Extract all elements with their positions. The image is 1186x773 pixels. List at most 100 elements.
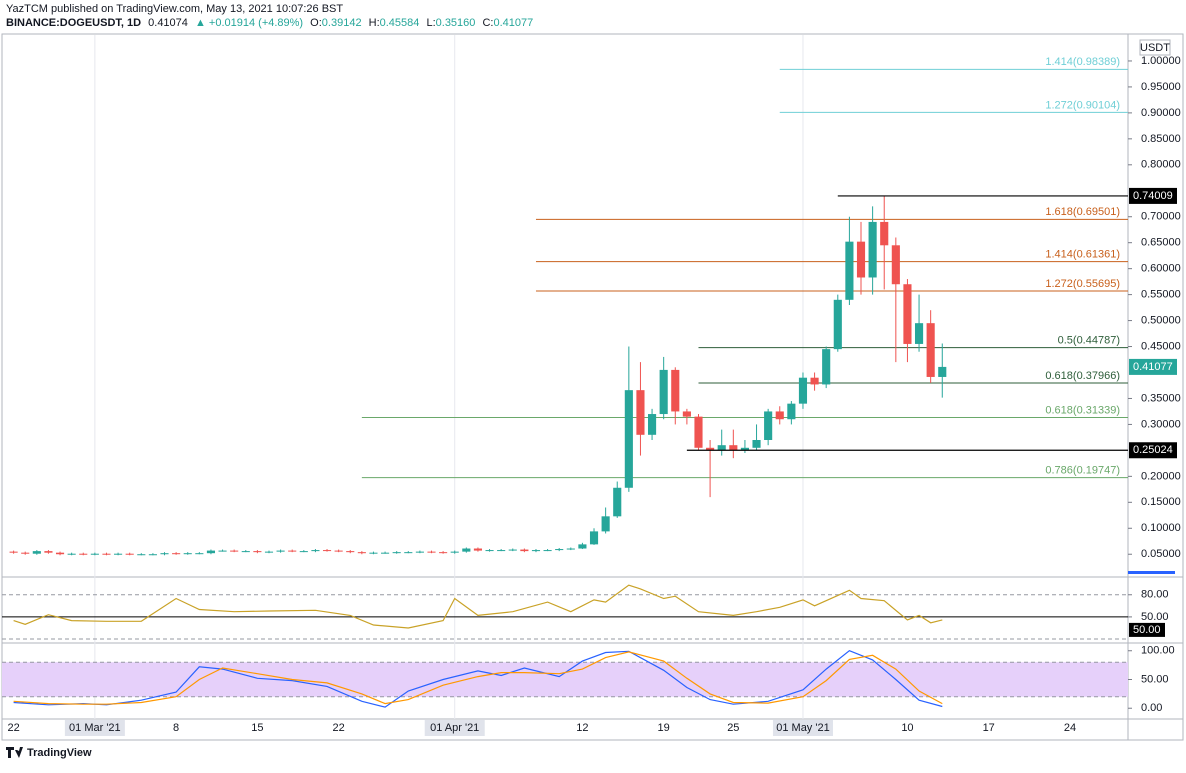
y-tick-label: 50.00 <box>1141 673 1169 685</box>
candle-body <box>868 221 877 278</box>
candle-body <box>392 552 401 554</box>
indicator-line <box>13 650 943 708</box>
candle <box>555 548 564 552</box>
candle <box>868 206 877 295</box>
x-tick-label: 22 <box>333 722 345 734</box>
candle-body <box>230 550 239 552</box>
candle-body <box>706 447 715 451</box>
candle-body <box>531 550 541 552</box>
candle <box>218 549 227 552</box>
candle <box>717 429 726 456</box>
candle <box>520 548 529 553</box>
candle-body <box>810 377 819 385</box>
band-fill <box>2 662 1128 697</box>
candle <box>822 346 831 389</box>
candle <box>288 549 297 553</box>
candle <box>369 551 378 555</box>
candle-body <box>659 369 668 415</box>
candle-body <box>172 553 181 555</box>
candle <box>55 551 65 556</box>
candle-body <box>914 323 924 344</box>
candle <box>114 552 123 556</box>
candle <box>439 551 448 554</box>
candle <box>137 553 146 556</box>
candle-body <box>647 414 657 435</box>
change: ▲ +0.01914 (+4.89%) <box>195 17 303 29</box>
candle <box>427 550 436 554</box>
y-tick-label: 0.70000 <box>1141 211 1181 223</box>
candle <box>322 549 332 552</box>
plot-layer: 22 01 Mar '21 8 15 22 01 Apr '21 12 19 25 01 May … <box>2 35 1181 736</box>
price-label-box <box>1129 442 1177 459</box>
candle <box>334 549 343 553</box>
x-tick-label: 19 <box>658 722 670 734</box>
candle <box>636 362 645 456</box>
price-label-box <box>1129 358 1177 375</box>
candle <box>357 551 366 555</box>
candle <box>787 401 796 425</box>
candle <box>102 552 111 556</box>
y-tick-label: 0.95000 <box>1141 81 1181 93</box>
candle <box>32 550 41 555</box>
candle-body <box>288 550 297 552</box>
candle <box>833 294 842 352</box>
candle <box>891 237 900 363</box>
fib-level-label: 0.786(0.19747) <box>1045 465 1120 477</box>
candle-body <box>903 284 912 344</box>
price-axis-unit: USDT <box>1140 42 1170 54</box>
candle <box>752 424 761 451</box>
volume-marker <box>1128 571 1175 574</box>
brand-name: TradingView <box>27 747 92 759</box>
candle-body <box>682 411 691 417</box>
candle <box>276 549 285 553</box>
y-tick-label: 0.90000 <box>1141 107 1181 119</box>
candle <box>613 481 622 518</box>
candle <box>195 552 204 555</box>
candle <box>926 310 935 383</box>
candle-body <box>729 445 738 451</box>
candle <box>148 553 157 556</box>
candle <box>903 279 912 363</box>
candle <box>508 548 517 552</box>
candle <box>172 552 181 555</box>
candle-body <box>311 550 320 552</box>
x-tick-label: 25 <box>727 722 739 734</box>
candle-body <box>787 403 796 420</box>
candle-body <box>833 299 842 350</box>
candle-body <box>926 323 935 377</box>
y-tick-label: 0.35000 <box>1141 392 1181 404</box>
candle-body <box>79 553 88 555</box>
candle-body <box>497 550 506 552</box>
candle-body <box>357 552 366 554</box>
candle <box>299 550 308 553</box>
o-value: 0.39142 <box>322 17 362 29</box>
fib-level-label: 1.414(0.61361) <box>1045 248 1120 260</box>
candle-body <box>21 552 30 554</box>
candle-body <box>334 550 343 552</box>
y-tick-label: 0.60000 <box>1141 263 1181 275</box>
candle-body <box>880 221 889 246</box>
candle <box>241 550 250 553</box>
y-tick-label: 0.05000 <box>1141 548 1181 560</box>
y-tick-label: 0.00 <box>1141 702 1162 714</box>
y-tick-label: 0.50000 <box>1141 314 1181 326</box>
candle <box>566 547 575 551</box>
y-tick-label: 0.80000 <box>1141 159 1181 171</box>
candle-body <box>798 377 808 404</box>
level-label: 50.00 <box>1133 624 1161 636</box>
candle-body <box>566 548 575 550</box>
symbol-line: BINANCE:DOGEUSDT, 1D 0.41074 ▲ +0.01914 … <box>6 17 533 29</box>
y-tick-label: 50.00 <box>1141 611 1169 623</box>
candle-body <box>299 551 308 553</box>
candle-body <box>845 241 854 300</box>
x-tick-label: 24 <box>1064 722 1076 734</box>
candle-body <box>636 390 645 435</box>
fib-level-label: 0.5(0.44787) <box>1058 335 1120 347</box>
candle <box>311 549 320 553</box>
candle <box>729 429 738 459</box>
candle-body <box>543 550 552 552</box>
candle <box>21 551 30 555</box>
candle <box>601 507 610 534</box>
